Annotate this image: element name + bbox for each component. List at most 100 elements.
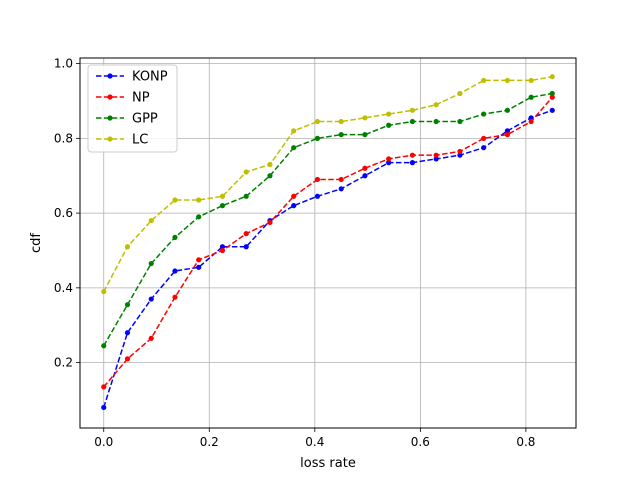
data-point-np xyxy=(101,384,107,390)
data-point-gpp xyxy=(148,260,154,267)
legend-marker xyxy=(107,73,113,79)
data-point-gpp xyxy=(101,343,107,349)
legend-label: NP xyxy=(132,91,150,106)
legend-label: GPP xyxy=(132,112,158,127)
x-tick-label: 0.4 xyxy=(305,435,324,449)
data-point-np xyxy=(148,335,154,341)
data-point-np xyxy=(314,176,321,183)
data-point-lc xyxy=(219,193,226,199)
data-point-np xyxy=(124,356,131,362)
data-point-np xyxy=(409,152,416,158)
data-point-gpp xyxy=(314,135,321,141)
data-point-konp xyxy=(549,107,555,113)
data-point-gpp xyxy=(457,118,463,125)
data-point-konp xyxy=(196,264,202,270)
legend-marker xyxy=(107,115,113,121)
legend-box xyxy=(87,64,178,153)
series-lines xyxy=(101,74,555,411)
data-point-lc xyxy=(172,197,178,203)
data-point-konp xyxy=(101,404,107,411)
data-point-lc xyxy=(457,90,463,97)
data-point-gpp xyxy=(196,214,202,220)
plot-frame xyxy=(79,57,577,429)
legend-marker xyxy=(107,94,113,100)
data-point-konp xyxy=(409,160,416,166)
data-point-konp xyxy=(362,173,368,179)
series-line-np xyxy=(103,96,553,388)
data-point-np xyxy=(362,165,368,171)
data-point-gpp xyxy=(386,122,392,128)
x-tick-label: 0.6 xyxy=(411,435,430,449)
data-point-lc xyxy=(504,77,511,84)
legend-marker xyxy=(107,136,113,142)
y-tick-label: 0.4 xyxy=(54,281,73,295)
data-point-lc xyxy=(243,169,249,175)
y-tick-label: 0.2 xyxy=(54,356,73,370)
data-point-konp xyxy=(291,203,297,209)
legend-label: LC xyxy=(132,133,148,148)
y-tick-label: 1.0 xyxy=(54,57,73,71)
data-point-np xyxy=(196,257,202,263)
legend-label: KONP xyxy=(132,70,168,85)
x-axis-label: loss rate xyxy=(300,456,356,471)
data-point-konp xyxy=(338,186,344,192)
data-point-np xyxy=(219,247,226,254)
data-point-np xyxy=(504,132,511,138)
data-point-lc xyxy=(409,107,416,113)
data-point-np xyxy=(386,156,392,162)
x-tick-label: 0.2 xyxy=(200,435,219,449)
data-point-lc xyxy=(433,102,439,108)
data-point-gpp xyxy=(243,193,249,199)
data-point-lc xyxy=(481,77,487,84)
data-point-konp xyxy=(172,268,178,274)
data-point-lc xyxy=(362,115,368,121)
data-point-lc xyxy=(267,161,273,168)
x-tick-label: 0.0 xyxy=(94,435,113,449)
data-point-np xyxy=(267,219,273,226)
data-point-lc xyxy=(549,74,555,80)
data-point-np xyxy=(243,231,249,237)
data-point-gpp xyxy=(481,111,487,117)
data-point-gpp xyxy=(504,107,511,113)
data-point-np xyxy=(528,118,534,125)
data-point-gpp xyxy=(433,118,439,125)
data-point-gpp xyxy=(409,118,416,125)
data-point-lc xyxy=(101,288,107,295)
series-line-lc xyxy=(103,75,553,292)
data-point-lc xyxy=(148,217,154,224)
data-point-konp xyxy=(148,296,154,302)
data-point-np xyxy=(549,94,555,100)
data-point-konp xyxy=(433,156,439,162)
y-axis-label: cdf xyxy=(29,233,44,253)
data-point-gpp xyxy=(338,132,344,138)
data-point-gpp xyxy=(549,90,555,97)
data-point-konp xyxy=(457,152,463,158)
data-point-gpp xyxy=(362,132,368,138)
data-point-lc xyxy=(196,197,202,203)
data-point-konp xyxy=(314,193,321,199)
series-line-gpp xyxy=(103,92,553,347)
data-point-np xyxy=(481,135,487,141)
data-point-np xyxy=(172,294,178,300)
data-point-konp xyxy=(504,128,511,134)
data-point-lc xyxy=(314,118,321,125)
data-point-lc xyxy=(291,128,297,134)
data-point-gpp xyxy=(528,94,534,100)
data-point-gpp xyxy=(291,145,297,151)
data-point-np xyxy=(338,176,344,183)
data-point-gpp xyxy=(124,302,131,308)
data-point-gpp xyxy=(172,234,178,240)
data-point-np xyxy=(291,193,297,199)
axis-ticks: 0.0 0.2 0.4 0.6 0.8 0.2 0.4 0.6 0.8 1.0 xyxy=(54,57,536,449)
y-tick-label: 0.6 xyxy=(54,206,73,220)
data-point-konp xyxy=(219,244,226,250)
data-point-lc xyxy=(338,118,344,125)
data-point-konp xyxy=(386,160,392,166)
data-point-np xyxy=(433,152,439,158)
data-point-lc xyxy=(528,77,534,84)
data-point-lc xyxy=(386,111,392,117)
data-point-lc xyxy=(124,244,131,250)
data-point-gpp xyxy=(219,203,226,209)
